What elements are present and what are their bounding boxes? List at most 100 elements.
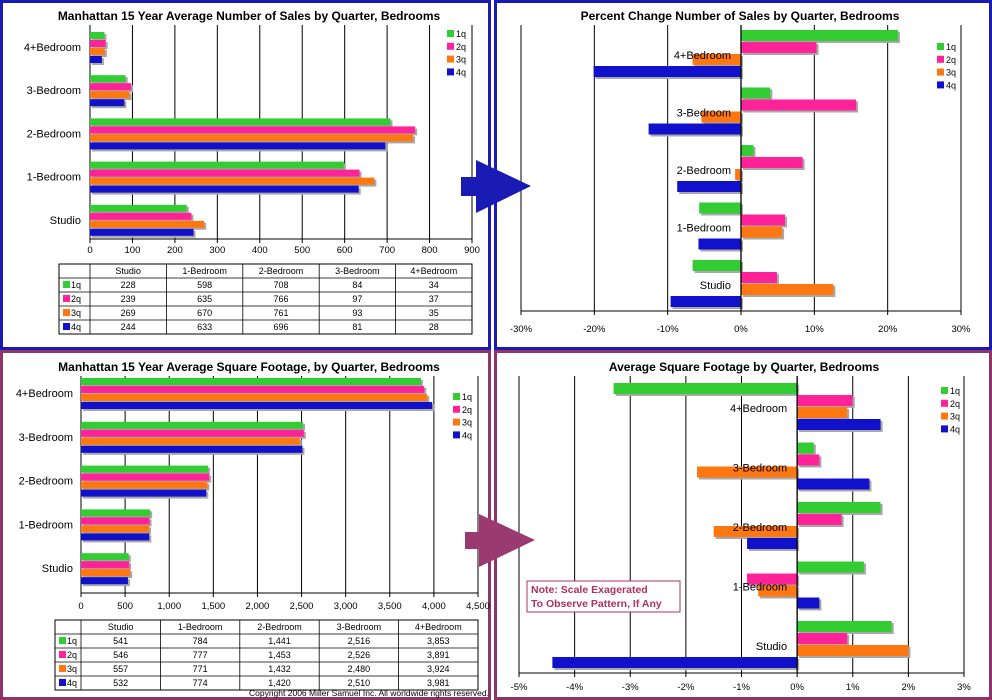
x-tick-label: 500: [117, 601, 133, 612]
table-cell: 771: [193, 664, 208, 674]
bar-studio-2q: [90, 212, 192, 220]
x-tick-label: 1%: [846, 682, 860, 693]
table-header-cell: Studio: [115, 266, 141, 276]
scale-note: Note: Scale Exagerated To Observe Pattern…: [526, 580, 681, 613]
sqft-pct-change-panel: [494, 350, 992, 700]
x-tick-label: 3,000: [334, 601, 358, 612]
bar-studio-3q: [81, 569, 131, 577]
x-tick-label: -10%: [657, 324, 680, 335]
table-header-cell: 4+Bedroom: [415, 622, 462, 632]
bar-studio-2q: [797, 633, 848, 644]
bar-1-bedroom-1q: [699, 202, 741, 214]
arrow-right-icon: [461, 160, 531, 213]
bar-studio-1q: [90, 204, 187, 212]
bar-3-bedroom-1q: [797, 442, 814, 454]
bar-4-bedroom-3q: [797, 407, 848, 418]
bar-3-bedroom-3q: [81, 437, 300, 445]
table-cell: 2,480: [348, 664, 371, 674]
category-label: 2-Bedroom: [19, 476, 73, 488]
note-line-1: Note: Scale Exagerated: [531, 584, 648, 596]
category-label: Studio: [756, 641, 787, 653]
table-row-swatch: [63, 323, 70, 330]
bar-3-bedroom-2q: [81, 429, 304, 437]
bar-2-bedroom-1q: [90, 118, 391, 126]
table-cell: 239: [121, 294, 136, 304]
x-tick-label: -20%: [583, 324, 606, 335]
legend-label-3q: 3q: [946, 68, 956, 78]
table-row-label: 1q: [71, 280, 81, 290]
category-label: Studio: [42, 563, 73, 575]
bar-1-bedroom-4q: [81, 533, 150, 541]
bar-4-bedroom-1q: [741, 30, 898, 41]
bar-4-bedroom-3q: [692, 54, 741, 65]
category-label: 4+Bedroom: [730, 403, 787, 415]
chart-title: Percent Change Number of Sales by Quarte…: [581, 9, 900, 23]
table-cell: 541: [113, 636, 128, 646]
chart-3: Manhattan 15 Year Average Square Footage…: [16, 360, 490, 691]
table-cell: 761: [273, 308, 288, 318]
legend-swatch-4q: [937, 81, 944, 89]
bar-1-bedroom-1q: [797, 561, 864, 573]
category-label: 3-Bedroom: [677, 108, 731, 120]
category-label: 2-Bedroom: [733, 522, 787, 534]
x-tick-label: 200: [167, 245, 183, 256]
x-tick-label: 0: [78, 601, 83, 612]
bar-2-bedroom-3q: [81, 481, 208, 489]
legend-label-1q: 1q: [462, 392, 472, 402]
table-header-cell: 2-Bedroom: [257, 622, 302, 632]
chart-title: Manhattan 15 Year Average Number of Sale…: [58, 9, 441, 23]
bar-4-bedroom-1q: [90, 32, 105, 39]
bar-3-bedroom-3q: [697, 466, 798, 478]
data-table: Studio 1-Bedroom 2-Bedroom 3-Bedroom 4+Bedro…: [54, 619, 479, 691]
legend-label-1q: 1q: [456, 29, 466, 39]
category-label: 1-Bedroom: [677, 223, 731, 235]
table-cell: 774: [193, 678, 208, 688]
category-label: Studio: [50, 215, 81, 227]
bar-3-bedroom-4q: [797, 478, 870, 490]
table-cell: 3,891: [427, 650, 450, 660]
category-label: 4+Bedroom: [16, 388, 73, 400]
category-label: 1-Bedroom: [19, 519, 73, 531]
legend-swatch-2q: [937, 55, 944, 63]
table-row-swatch: [63, 281, 70, 288]
table-header-cell: 3-Bedroom: [337, 622, 382, 632]
table-cell: 2,526: [348, 650, 371, 660]
x-tick-label: 0: [87, 245, 92, 256]
legend-swatch-2q: [453, 405, 460, 413]
bar-4-bedroom-2q: [81, 386, 425, 393]
legend-label-4q: 4q: [456, 67, 466, 77]
bar-3-bedroom-2q: [797, 454, 820, 466]
bar-2-bedroom-4q: [747, 538, 798, 549]
table-header-cell: Studio: [108, 622, 134, 632]
bar-4-bedroom-1q: [613, 383, 798, 394]
x-tick-label: 0%: [790, 682, 804, 693]
bar-1-bedroom-4q: [797, 597, 820, 609]
table-cell: 708: [273, 280, 288, 290]
table-row-label: 2q: [67, 650, 77, 660]
table-header-cell: 3-Bedroom: [335, 266, 380, 276]
bar-studio-2q: [81, 561, 130, 569]
table-header-cell: 4+Bedroom: [410, 266, 457, 276]
bar-2-bedroom-4q: [81, 489, 207, 497]
legend-label-4q: 4q: [950, 424, 960, 434]
table-row-swatch: [59, 637, 66, 644]
table-cell: 3,981: [427, 678, 450, 688]
x-tick-label: 0%: [734, 324, 748, 335]
x-tick-label: -1%: [733, 682, 750, 693]
bar-4-bedroom-4q: [593, 66, 741, 77]
table-cell: 784: [193, 636, 208, 646]
legend-swatch-3q: [941, 412, 948, 420]
x-tick-label: 600: [337, 245, 353, 256]
bar-studio-1q: [797, 621, 892, 632]
category-label: 3-Bedroom: [19, 432, 73, 444]
x-tick-label: 900: [464, 245, 480, 256]
bar-4-bedroom-4q: [81, 402, 433, 409]
bar-3-bedroom-4q: [81, 445, 303, 453]
bar-1-bedroom-3q: [90, 177, 375, 185]
legend-swatch-4q: [453, 431, 460, 439]
legend-swatch-2q: [447, 42, 454, 50]
category-label: 4+Bedroom: [24, 42, 81, 54]
table-cell: 84: [352, 280, 362, 290]
table-row-swatch: [63, 309, 70, 316]
bar-4-bedroom-3q: [81, 394, 428, 401]
